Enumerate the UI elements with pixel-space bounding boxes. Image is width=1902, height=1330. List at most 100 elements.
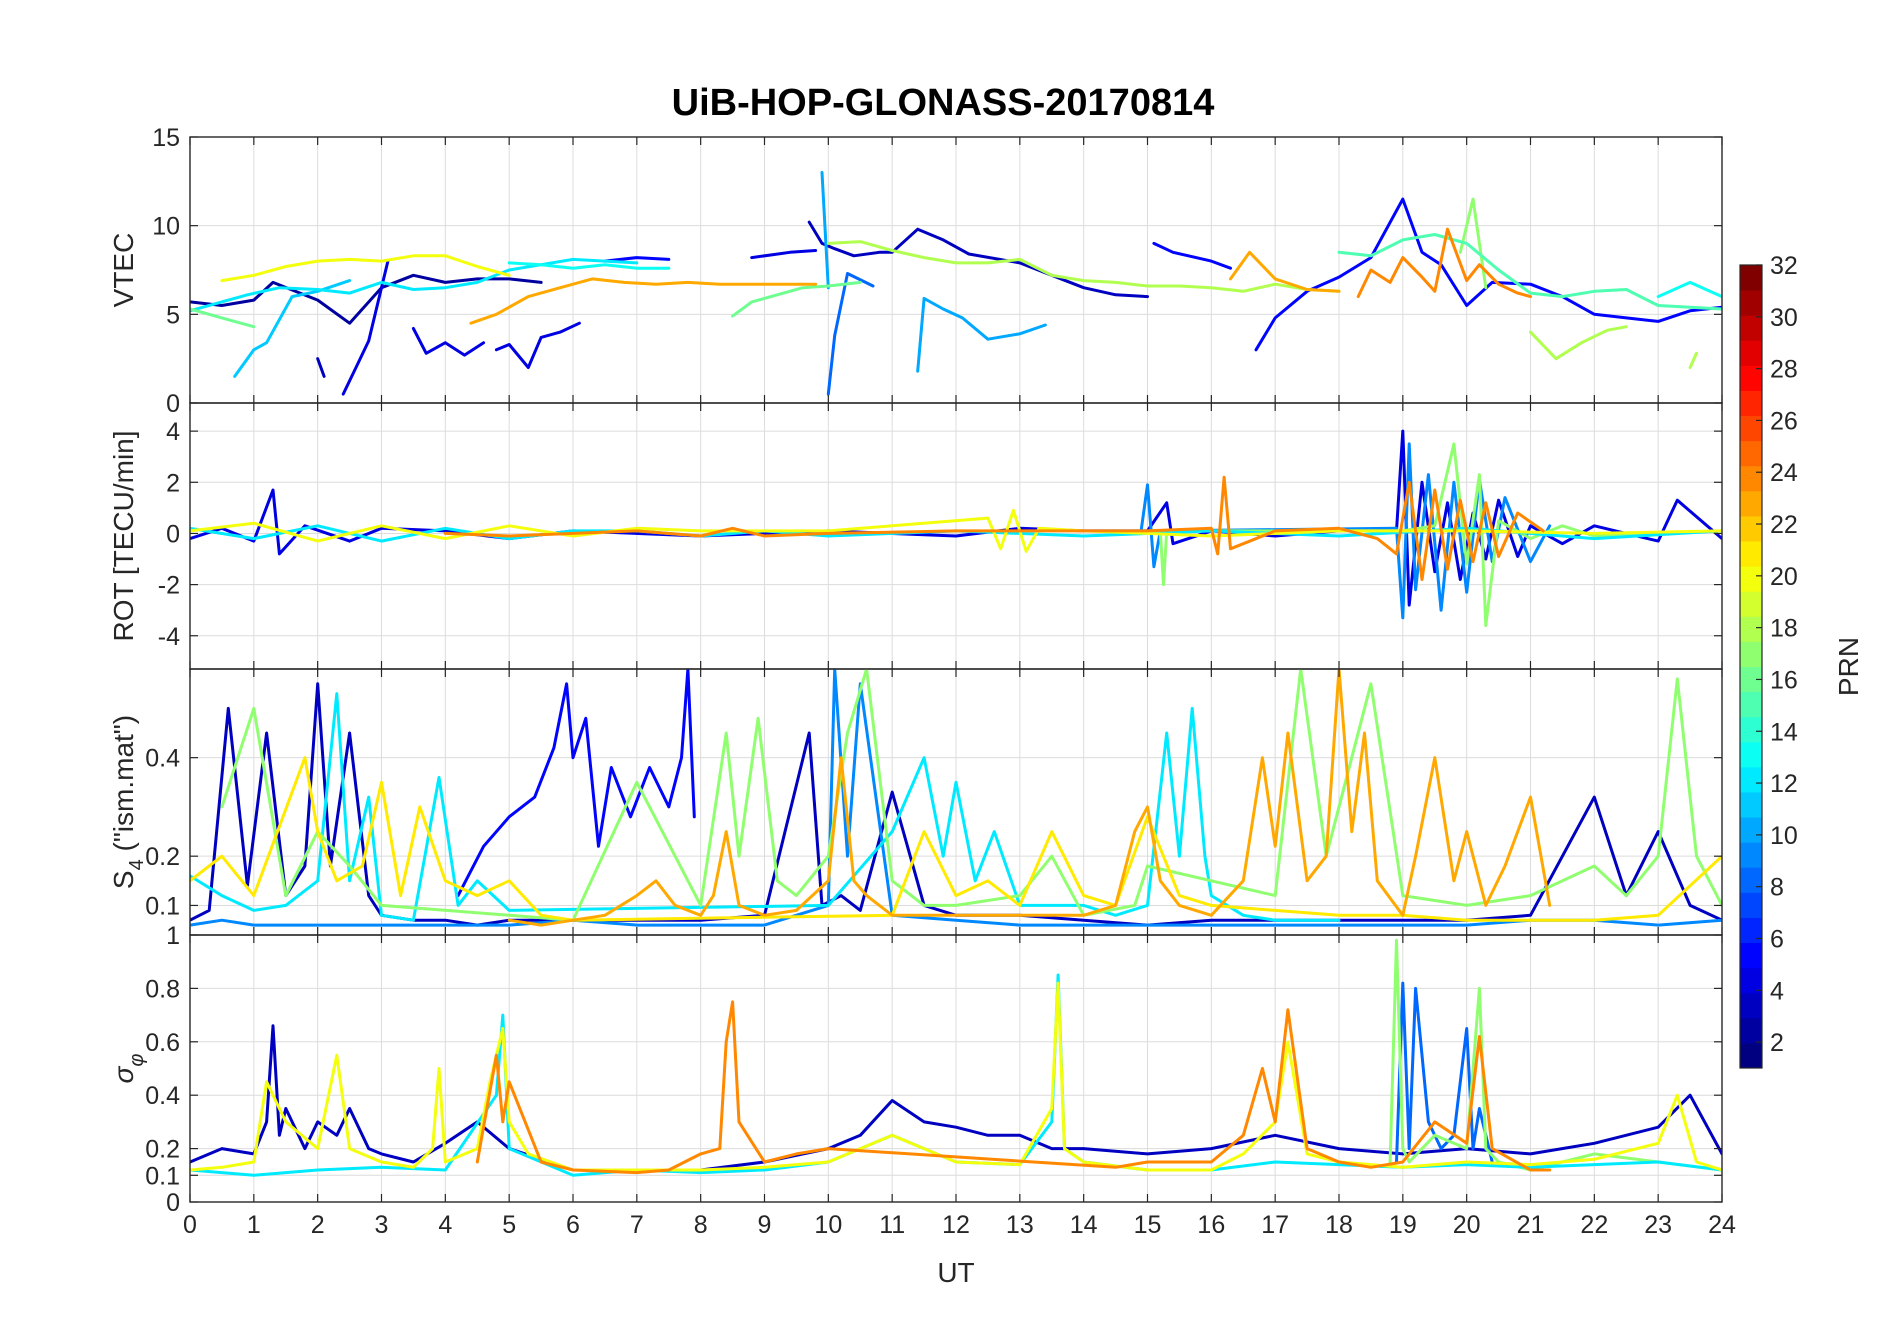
trace-prn-10 [820,171,830,290]
y-axis-label-main: S [108,870,139,889]
trace-prn-8 [1395,981,1494,1164]
x-tick-label: 5 [502,1211,516,1239]
panel-vtec: 0 5 10 15 VTEC [108,124,1723,418]
x-tick-label: 18 [1325,1211,1353,1239]
x-tick-label: 2 [311,1211,325,1239]
colorbar-label: PRN [1833,637,1864,696]
y-tick-label: 0.6 [145,1029,180,1057]
x-tick-label: 0 [183,1211,197,1239]
trace-prn-24 [443,475,1545,581]
colorbar-segment [1740,515,1762,542]
trace-prn-5 [456,669,696,898]
trace-prn-16 [190,307,256,329]
colorbar-segment [1740,641,1762,667]
colorbar-segment [1740,440,1762,467]
y-axis-label: S4 ("ism.mat") [108,715,148,889]
colorbar-segment [1740,1017,1762,1044]
y-axis-label-main: σ [108,1065,139,1083]
colorbar-tick-label: 10 [1770,822,1798,850]
x-tick-label: 16 [1197,1211,1225,1239]
y-tick-label: 15 [152,124,180,152]
x-tick-label: 1 [247,1211,261,1239]
x-tick-label: 24 [1708,1211,1736,1239]
colorbar-segment [1740,315,1762,341]
x-tick-label: 23 [1644,1211,1672,1239]
x-tick-label: 17 [1261,1211,1289,1239]
trace-prn-17 [1146,442,1722,627]
x-axis-label: UT [937,1257,974,1288]
x-axis: 0 1 2 3 4 5 6 7 8 9 10 11 12 13 14 15 16 17 18 19 20 21 22 23 24… [183,1211,1736,1288]
x-tick-label: 4 [438,1211,452,1239]
traces-vtec [190,171,1722,396]
trace-prn-5 [603,256,671,263]
colorbar-segment [1740,716,1762,743]
x-tick-label: 8 [694,1211,708,1239]
y-tick-label: 0.4 [145,1082,180,1110]
colorbar-segment [1740,992,1762,1019]
y-tick-label: 0.4 [145,745,180,773]
y-tick-label: 2 [166,469,180,497]
trace-prn-15 [1337,233,1722,311]
colorbar-segment [1740,917,1762,944]
colorbar-tick-label: 2 [1770,1029,1784,1057]
trace-prn-20 [190,508,1722,553]
trace-prn-12 [190,257,639,313]
y-tick-label: 0.2 [145,1136,180,1164]
colorbar-tick-label: 16 [1770,666,1798,694]
x-tick-label: 11 [879,1211,905,1239]
x-tick-label: 15 [1134,1211,1162,1239]
panel-sigma: 00.10.2 0.4 0.6 0.8 1 σφ [108,922,1723,1217]
traces-s4 [190,669,1722,927]
colorbar-segment [1740,616,1762,642]
y-tick-label: 0 [166,520,180,548]
colorbar-segment [1740,967,1762,994]
x-tick-label: 12 [942,1211,970,1239]
trace-prn-12 [190,692,1341,922]
trace-prn-13 [1656,280,1722,299]
x-tick-label: 7 [630,1211,644,1239]
colorbar-segment [1740,465,1762,492]
colorbar-segment [1740,390,1762,417]
y-axis-label-sub: φ [126,1054,148,1067]
y-axis-label-sub: 4 [126,859,148,870]
x-tick-label: 19 [1389,1211,1417,1239]
x-tick-label: 20 [1453,1211,1481,1239]
colorbar-tick-label: 26 [1770,407,1798,435]
trace-prn-23 [469,277,818,325]
colorbar-tick-label: 32 [1770,252,1798,280]
trace-prn-18 [1688,351,1698,369]
y-tick-label: 0.8 [145,975,180,1003]
colorbar-segment [1740,766,1762,793]
trace-prn-18 [826,240,1341,293]
colorbar-tick-label: 28 [1770,356,1798,384]
trace-prn-23 [1229,250,1341,293]
trace-prn-17 [1388,938,1722,1172]
trace-prn-17 [1458,197,1488,290]
y-tick-label: -2 [158,572,180,600]
colorbar-segment [1740,791,1762,818]
colorbar-frame [1739,264,1763,1069]
trace-prn-20 [220,254,511,283]
colorbar-tick-label: 24 [1770,459,1798,487]
colorbar-segment [1740,566,1762,592]
y-tick-label: 5 [166,301,180,329]
panel-rot: -4 -2 0 2 4 ROT [TECU/min] [108,402,1723,670]
grid-vtec [189,136,1723,404]
colorbar-segment [1740,892,1762,918]
colorbar-segment [1740,591,1762,617]
y-tick-label: 0 [166,390,180,418]
colorbar-segment [1740,1042,1762,1069]
y-axis-label: σφ [108,1054,148,1084]
colorbar-segment [1740,340,1762,366]
colorbar-segment [1740,691,1762,718]
colorbar-segment [1740,490,1762,517]
colorbar-segment [1740,290,1762,316]
colorbar-tick-label: 12 [1770,770,1798,798]
colorbar-tick-label: 14 [1770,718,1798,746]
colorbar-segment [1740,365,1762,391]
x-tick-label: 10 [814,1211,842,1239]
x-tick-label: 14 [1070,1211,1098,1239]
